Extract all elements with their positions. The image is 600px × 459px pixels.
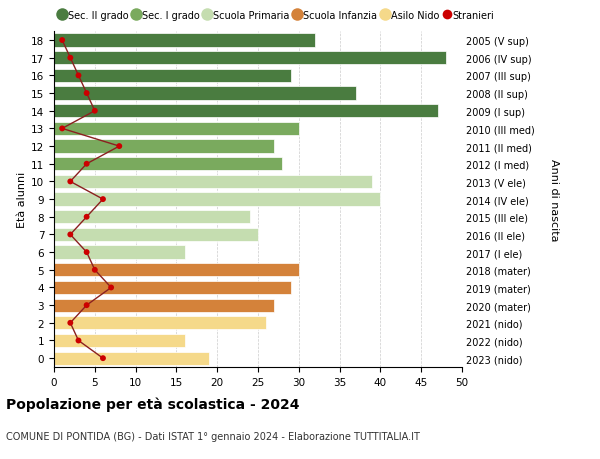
Point <box>65 231 75 239</box>
Point <box>82 161 91 168</box>
Bar <box>54 281 290 295</box>
Point <box>106 284 116 291</box>
Bar <box>54 175 372 189</box>
Point <box>65 319 75 327</box>
Point <box>90 267 100 274</box>
Bar <box>54 246 185 259</box>
Point <box>65 179 75 186</box>
Bar <box>54 140 274 153</box>
Point <box>98 196 108 203</box>
Y-axis label: Anni di nascita: Anni di nascita <box>549 158 559 241</box>
Point <box>82 249 91 256</box>
Bar <box>54 123 299 136</box>
Bar <box>54 87 356 101</box>
Legend: Sec. II grado, Sec. I grado, Scuola Primaria, Scuola Infanzia, Asilo Nido, Stran: Sec. II grado, Sec. I grado, Scuola Prim… <box>59 11 494 21</box>
Point <box>82 213 91 221</box>
Point <box>74 73 83 80</box>
Point <box>115 143 124 151</box>
Point <box>82 90 91 97</box>
Point <box>58 37 67 45</box>
Point <box>65 55 75 62</box>
Bar <box>54 70 290 83</box>
Y-axis label: Età alunni: Età alunni <box>17 172 27 228</box>
Bar <box>54 105 437 118</box>
Point <box>58 125 67 133</box>
Bar <box>54 52 446 65</box>
Bar <box>54 193 380 206</box>
Bar <box>54 334 185 347</box>
Point <box>82 302 91 309</box>
Point <box>98 355 108 362</box>
Bar <box>54 228 258 241</box>
Bar <box>54 263 299 277</box>
Point <box>90 108 100 115</box>
Bar <box>54 317 266 330</box>
Bar <box>54 34 315 48</box>
Text: COMUNE DI PONTIDA (BG) - Dati ISTAT 1° gennaio 2024 - Elaborazione TUTTITALIA.IT: COMUNE DI PONTIDA (BG) - Dati ISTAT 1° g… <box>6 431 420 442</box>
Bar <box>54 352 209 365</box>
Bar <box>54 211 250 224</box>
Bar <box>54 299 274 312</box>
Point <box>74 337 83 344</box>
Bar <box>54 158 283 171</box>
Text: Popolazione per età scolastica - 2024: Popolazione per età scolastica - 2024 <box>6 397 299 412</box>
